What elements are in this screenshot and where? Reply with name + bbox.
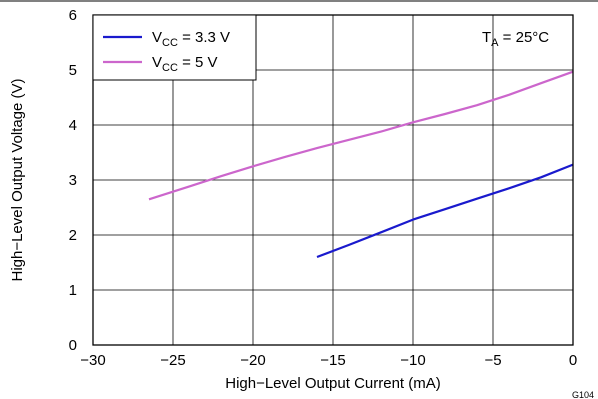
x-tick-label: −30	[80, 352, 105, 369]
ticks-layer: −30 −25 −20 −15 −10 −5 0 0 1 2 3 4 5 6	[69, 7, 578, 369]
legend-label-vcc-5: VCC = 5 V	[152, 54, 218, 74]
x-tick-label: 0	[569, 352, 577, 369]
legend: VCC = 3.3 V VCC = 5 V	[92, 14, 257, 81]
series-line-1	[148, 70, 574, 201]
y-tick-label: 1	[69, 282, 77, 299]
x-tick-label: −5	[484, 352, 501, 369]
y-tick-label: 3	[69, 172, 77, 189]
plot-frame	[92, 14, 574, 346]
x-tick-label: −15	[320, 352, 345, 369]
series-layer	[148, 70, 574, 259]
x-axis-title: High−Level Output Current (mA)	[225, 375, 441, 392]
y-tick-label: 2	[69, 227, 77, 244]
figure-id: G104	[572, 390, 594, 399]
y-tick-label: 0	[69, 337, 77, 354]
temperature-annotation: TA = 25°C	[482, 29, 549, 49]
x-tick-label: −20	[240, 352, 265, 369]
legend-box	[92, 14, 257, 81]
x-tick-label: −25	[160, 352, 185, 369]
y-axis-title: High−Level Output Voltage (V)	[9, 78, 26, 281]
y-tick-label: 4	[69, 117, 77, 134]
series-line-0	[316, 163, 574, 259]
y-tick-label: 5	[69, 62, 77, 79]
x-tick-label: −10	[400, 352, 425, 369]
y-tick-label: 6	[69, 7, 77, 24]
legend-label-vcc-3-3: VCC = 3.3 V	[152, 29, 230, 49]
